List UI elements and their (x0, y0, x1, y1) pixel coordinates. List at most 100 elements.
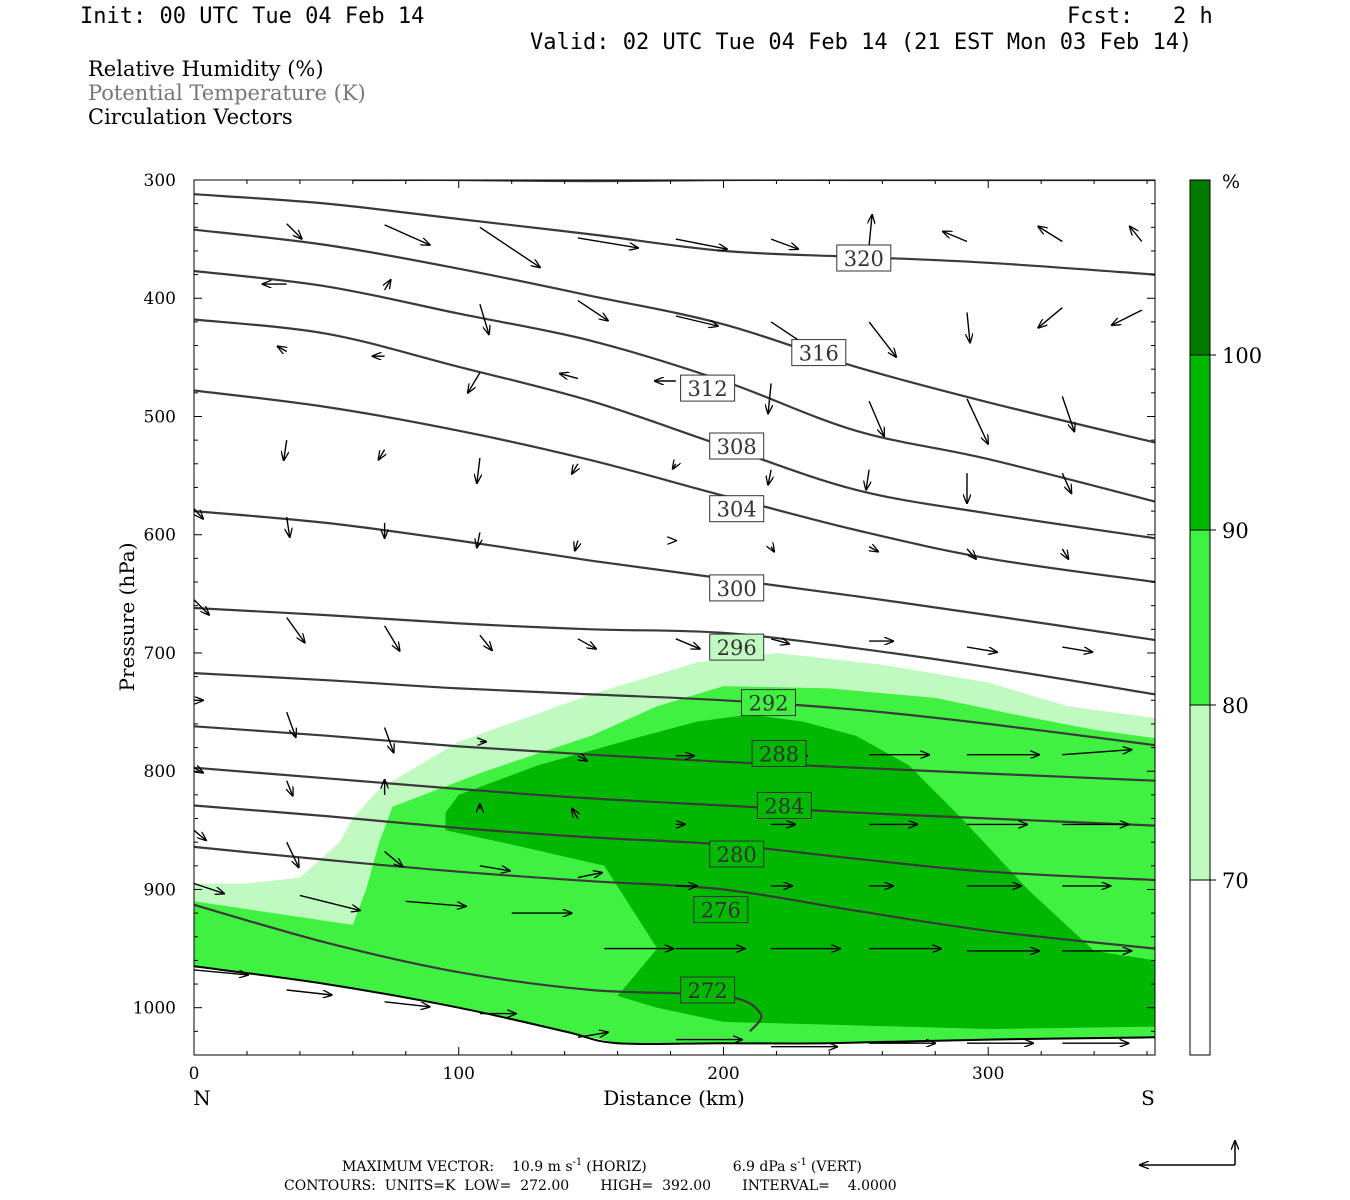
legend-vectors: Circulation Vectors (88, 105, 293, 129)
circulation-vectors (194, 215, 1143, 1047)
colorbar-unit: % (1222, 171, 1240, 193)
x-tick-label-300: 300 (972, 1064, 1004, 1084)
vector-67 (1062, 750, 1131, 756)
vector-80 (384, 851, 403, 867)
y-tick-label-1000: 1000 (133, 999, 176, 1019)
vector-47 (1062, 548, 1068, 559)
vector-27 (966, 398, 988, 444)
y-axis-label: Pressure (hPa) (115, 543, 139, 692)
contour-label-box (836, 244, 892, 272)
vector-22 (468, 372, 481, 393)
vector-98 (194, 969, 248, 975)
vector-6 (869, 215, 872, 246)
y-tick-label-800: 800 (144, 762, 176, 782)
colorbar-label-90: 90 (1222, 519, 1249, 543)
vector-44 (771, 547, 774, 552)
contour-label-292-7: 292 (741, 689, 796, 717)
colorbar-segment-1 (1190, 355, 1210, 530)
vector-19 (1112, 309, 1143, 325)
vector-38 (194, 508, 203, 519)
contour-label-box (693, 896, 749, 924)
plot-frame (193, 179, 1156, 1056)
contour-label-text: 312 (688, 377, 728, 401)
valid-time: Valid: 02 UTC Tue 04 Feb 14 (21 EST Mon … (530, 30, 1193, 55)
vector-78 (194, 829, 206, 840)
vector-3 (577, 237, 638, 248)
vector-31 (477, 457, 480, 483)
vector-54 (770, 639, 789, 644)
x-tick-label-200: 200 (707, 1064, 739, 1084)
x-end-label-north: N (193, 1086, 211, 1110)
theta-contour-300-6 (194, 510, 1155, 642)
colorbar-segment-4 (1190, 880, 1210, 1055)
y-tick-label-500: 500 (144, 407, 176, 427)
vector-100 (384, 1001, 430, 1007)
theta-contour-304-5 (194, 389, 1155, 584)
contour-label-box (709, 840, 765, 868)
contour-label-316-1: 316 (791, 339, 847, 367)
legend-theta: Potential Temperature (K) (88, 81, 366, 105)
vector-50 (383, 625, 400, 651)
vector-82 (577, 873, 602, 878)
terrain-line (194, 965, 1155, 1046)
theta-contour-280-11 (194, 804, 1155, 882)
vector-56 (966, 646, 997, 652)
forecast-hour: Fcst: 2 h (1067, 4, 1213, 29)
vector-30 (379, 449, 385, 460)
contour-label-text: 288 (759, 743, 799, 767)
vector-41 (477, 532, 480, 547)
vector-20 (278, 347, 287, 352)
reference-vector (1140, 1141, 1235, 1165)
vector-53 (675, 638, 700, 649)
contour-label-box (741, 689, 796, 717)
vector-46 (966, 548, 976, 559)
colorbar: 100 90 80 70% (1189, 171, 1262, 1056)
vector-69 (287, 780, 293, 796)
contour-label-text: 272 (688, 979, 728, 1003)
vector-33 (673, 464, 676, 469)
theta-contour-312-3 (194, 269, 1155, 503)
contour-label-box (751, 740, 807, 767)
colorbar-label-70: 70 (1222, 869, 1249, 893)
contour-label-text: 292 (748, 692, 788, 716)
colorbar-label-100: 100 (1222, 344, 1262, 368)
y-tick-label-600: 600 (144, 526, 176, 546)
vector-52 (577, 638, 596, 649)
vector-14 (675, 315, 718, 326)
contour-label-box (709, 495, 765, 523)
contour-label-box (680, 374, 736, 402)
contour-label-box (791, 339, 847, 367)
vector-45 (869, 547, 878, 552)
contour-label-text: 296 (717, 636, 757, 660)
vector-23 (560, 374, 579, 379)
contour-label-text: 276 (701, 899, 741, 923)
contour-label-text: 280 (717, 843, 757, 867)
vector-79 (286, 841, 299, 867)
theta-contours (194, 180, 1155, 1046)
vector-60 (383, 727, 394, 753)
vector-29 (284, 439, 287, 460)
theta-contour-272-13 (194, 903, 763, 1033)
vector-51 (479, 634, 492, 650)
vector-8 (1038, 227, 1063, 243)
contour-labels: 320 316 312 308 304 300 296 292 288 284 280 276 272 (680, 244, 892, 1004)
rh-shading (194, 653, 1155, 1044)
x-axis-label: Distance (km) (603, 1086, 745, 1110)
vector-18 (1038, 307, 1063, 328)
colorbar-label-80: 80 (1222, 694, 1249, 718)
vector-28 (1061, 396, 1074, 431)
footer-contours: CONTOURS: UNITS=K LOW= 272.00 HIGH= 392.… (284, 1178, 897, 1194)
contour-label-308-3: 308 (709, 432, 765, 460)
vector-11 (385, 280, 391, 291)
vector-17 (967, 312, 970, 342)
vector-26 (868, 400, 884, 436)
y-tick-label-900: 900 (144, 880, 176, 900)
y-tick-label-400: 400 (144, 289, 176, 309)
vector-102 (577, 1032, 608, 1038)
vector-89 (299, 894, 360, 910)
vector-2 (479, 226, 540, 267)
vector-37 (1061, 472, 1071, 493)
vector-62 (578, 756, 587, 761)
contour-label-text: 300 (717, 577, 757, 601)
